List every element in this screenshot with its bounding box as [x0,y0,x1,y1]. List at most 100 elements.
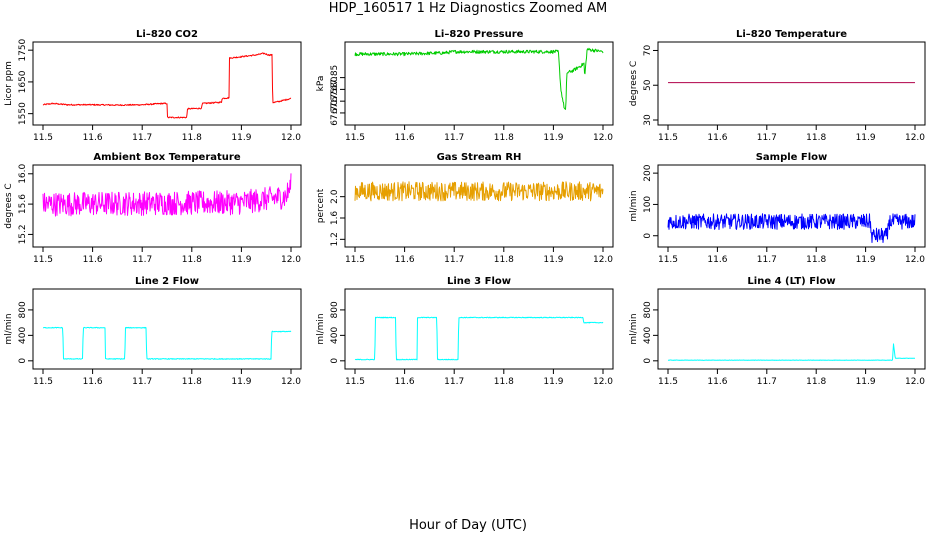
y-tick-label: 2.0 [330,189,340,204]
y-tick-label: 1.6 [330,211,340,226]
data-series-line [42,326,292,360]
y-tick-label: 50 [643,79,653,91]
x-tick-label: 12.0 [281,377,301,387]
x-tick-label: 11.7 [444,377,464,387]
plot-frame [344,288,614,370]
panel-title: Line 4 (LT) Flow [747,276,835,287]
y-tick-label: 15.6 [18,194,28,214]
y-axis-label: ml/min [629,313,639,344]
y-tick-label: 15.2 [18,224,28,244]
x-tick-label: 11.5 [345,133,365,143]
y-axis-label: kPa [316,76,326,92]
x-tick-label: 11.5 [345,377,365,387]
x-tick-label: 11.7 [132,377,152,387]
y-tick-label: 1650 [18,70,28,93]
x-tick-label: 11.5 [33,377,53,387]
x-tick-label: 12.0 [281,133,301,143]
y-axis-label: ml/min [4,313,14,344]
plot-frame [657,288,926,370]
y-tick-label: 400 [18,327,28,344]
data-series-line [42,173,292,217]
figure-title: HDP_160517 1 Hz Diagnostics Zoomed AM [328,1,608,16]
x-tick-label: 12.0 [905,377,925,387]
x-tick-label: 11.9 [543,133,563,143]
y-tick-label: 70 [643,44,653,56]
x-tick-label: 11.9 [231,377,251,387]
y-axis-label: percent [316,188,326,223]
x-tick-label: 11.9 [856,377,876,387]
x-tick-label: 11.6 [83,377,103,387]
panel-2: Li–820 Pressure kPa 11.5 11.6 11.7 11.8 11.9 12… [316,29,614,143]
x-tick-label: 11.8 [494,133,514,143]
x-tick-label: 11.9 [543,255,563,265]
x-tick-label: 11.5 [33,133,53,143]
x-tick-label: 11.6 [395,377,415,387]
x-axis-label: Hour of Day (UTC) [409,518,527,533]
data-series-line [42,52,292,119]
x-tick-label: 12.0 [593,133,613,143]
x-tick-label: 11.7 [757,255,777,265]
y-tick-label: 30 [643,114,653,126]
y-tick-label: 67.85 [330,65,340,91]
panel-3: Li–820 Temperature degrees C 11.5 11.6 11.7 1… [629,29,926,143]
y-tick-label: 0 [643,233,653,239]
x-tick-label: 12.0 [593,255,613,265]
data-series-line [354,316,604,361]
y-axis-label: Licor ppm [4,61,14,106]
panel-9: Line 4 (LT) Flow ml/min 11.5 11.6 11.7 11.8 11… [629,276,926,387]
x-tick-label: 11.9 [231,255,251,265]
data-series-line [667,213,916,243]
data-series-line [354,47,604,110]
y-axis-label: degrees C [4,183,14,228]
x-tick-label: 11.6 [395,133,415,143]
x-tick-label: 11.6 [83,133,103,143]
panel-5: Gas Stream RH percent 11.5 11.6 11.7 11.8 11.9… [316,152,614,265]
y-tick-label: 400 [643,327,653,344]
y-tick-label: 16.0 [18,163,28,183]
x-tick-label: 12.0 [905,255,925,265]
y-axis-label: ml/min [629,190,639,221]
panel-6: Sample Flow ml/min 11.5 11.6 11.7 11.8 11.9 12.… [629,152,926,265]
x-tick-label: 11.7 [132,133,152,143]
panel-1: Li–820 CO2 Licor ppm 11.5 11.6 11.7 11.8 11.9 1… [4,29,302,143]
panel-4: Ambient Box Temperature degrees C 11.5 11.6… [4,152,302,265]
panel-title: Gas Stream RH [437,152,522,163]
y-tick-label: 800 [643,301,653,318]
y-tick-label: 800 [18,301,28,318]
y-tick-label: 0 [18,358,28,364]
x-tick-label: 11.6 [707,377,727,387]
x-tick-label: 12.0 [905,133,925,143]
panel-8: Line 3 Flow ml/min 11.5 11.6 11.7 11.8 11.9 12.… [316,276,614,387]
x-tick-label: 11.6 [395,255,415,265]
panel-title: Sample Flow [756,152,828,163]
panel-title: Li–820 Pressure [435,29,524,40]
x-tick-label: 11.5 [658,377,678,387]
y-axis-label: ml/min [316,313,326,344]
x-tick-label: 11.7 [444,133,464,143]
panel-title: Li–820 CO2 [136,29,198,40]
x-tick-label: 11.8 [494,255,514,265]
x-tick-label: 11.5 [658,255,678,265]
y-tick-label: 0 [643,358,653,364]
x-tick-label: 11.9 [231,133,251,143]
plot-frame [344,164,614,248]
y-tick-label: 100 [643,196,653,213]
plot-frame [657,41,926,126]
x-tick-label: 11.9 [856,133,876,143]
y-tick-label: 67.70 [330,100,340,126]
x-tick-label: 11.5 [345,255,365,265]
x-tick-label: 11.8 [182,255,202,265]
y-axis-label: degrees C [629,61,639,106]
x-tick-label: 11.8 [806,133,826,143]
x-tick-label: 12.0 [281,255,301,265]
x-tick-label: 11.7 [757,377,777,387]
y-tick-label: 400 [330,327,340,344]
y-tick-label: 0 [330,358,340,364]
y-tick-label: 200 [643,164,653,181]
x-tick-label: 11.7 [444,255,464,265]
data-series-line [354,181,604,202]
x-tick-label: 11.8 [182,133,202,143]
panel-title: Line 3 Flow [447,276,511,287]
x-tick-label: 11.9 [856,255,876,265]
panel-title: Ambient Box Temperature [93,152,240,163]
